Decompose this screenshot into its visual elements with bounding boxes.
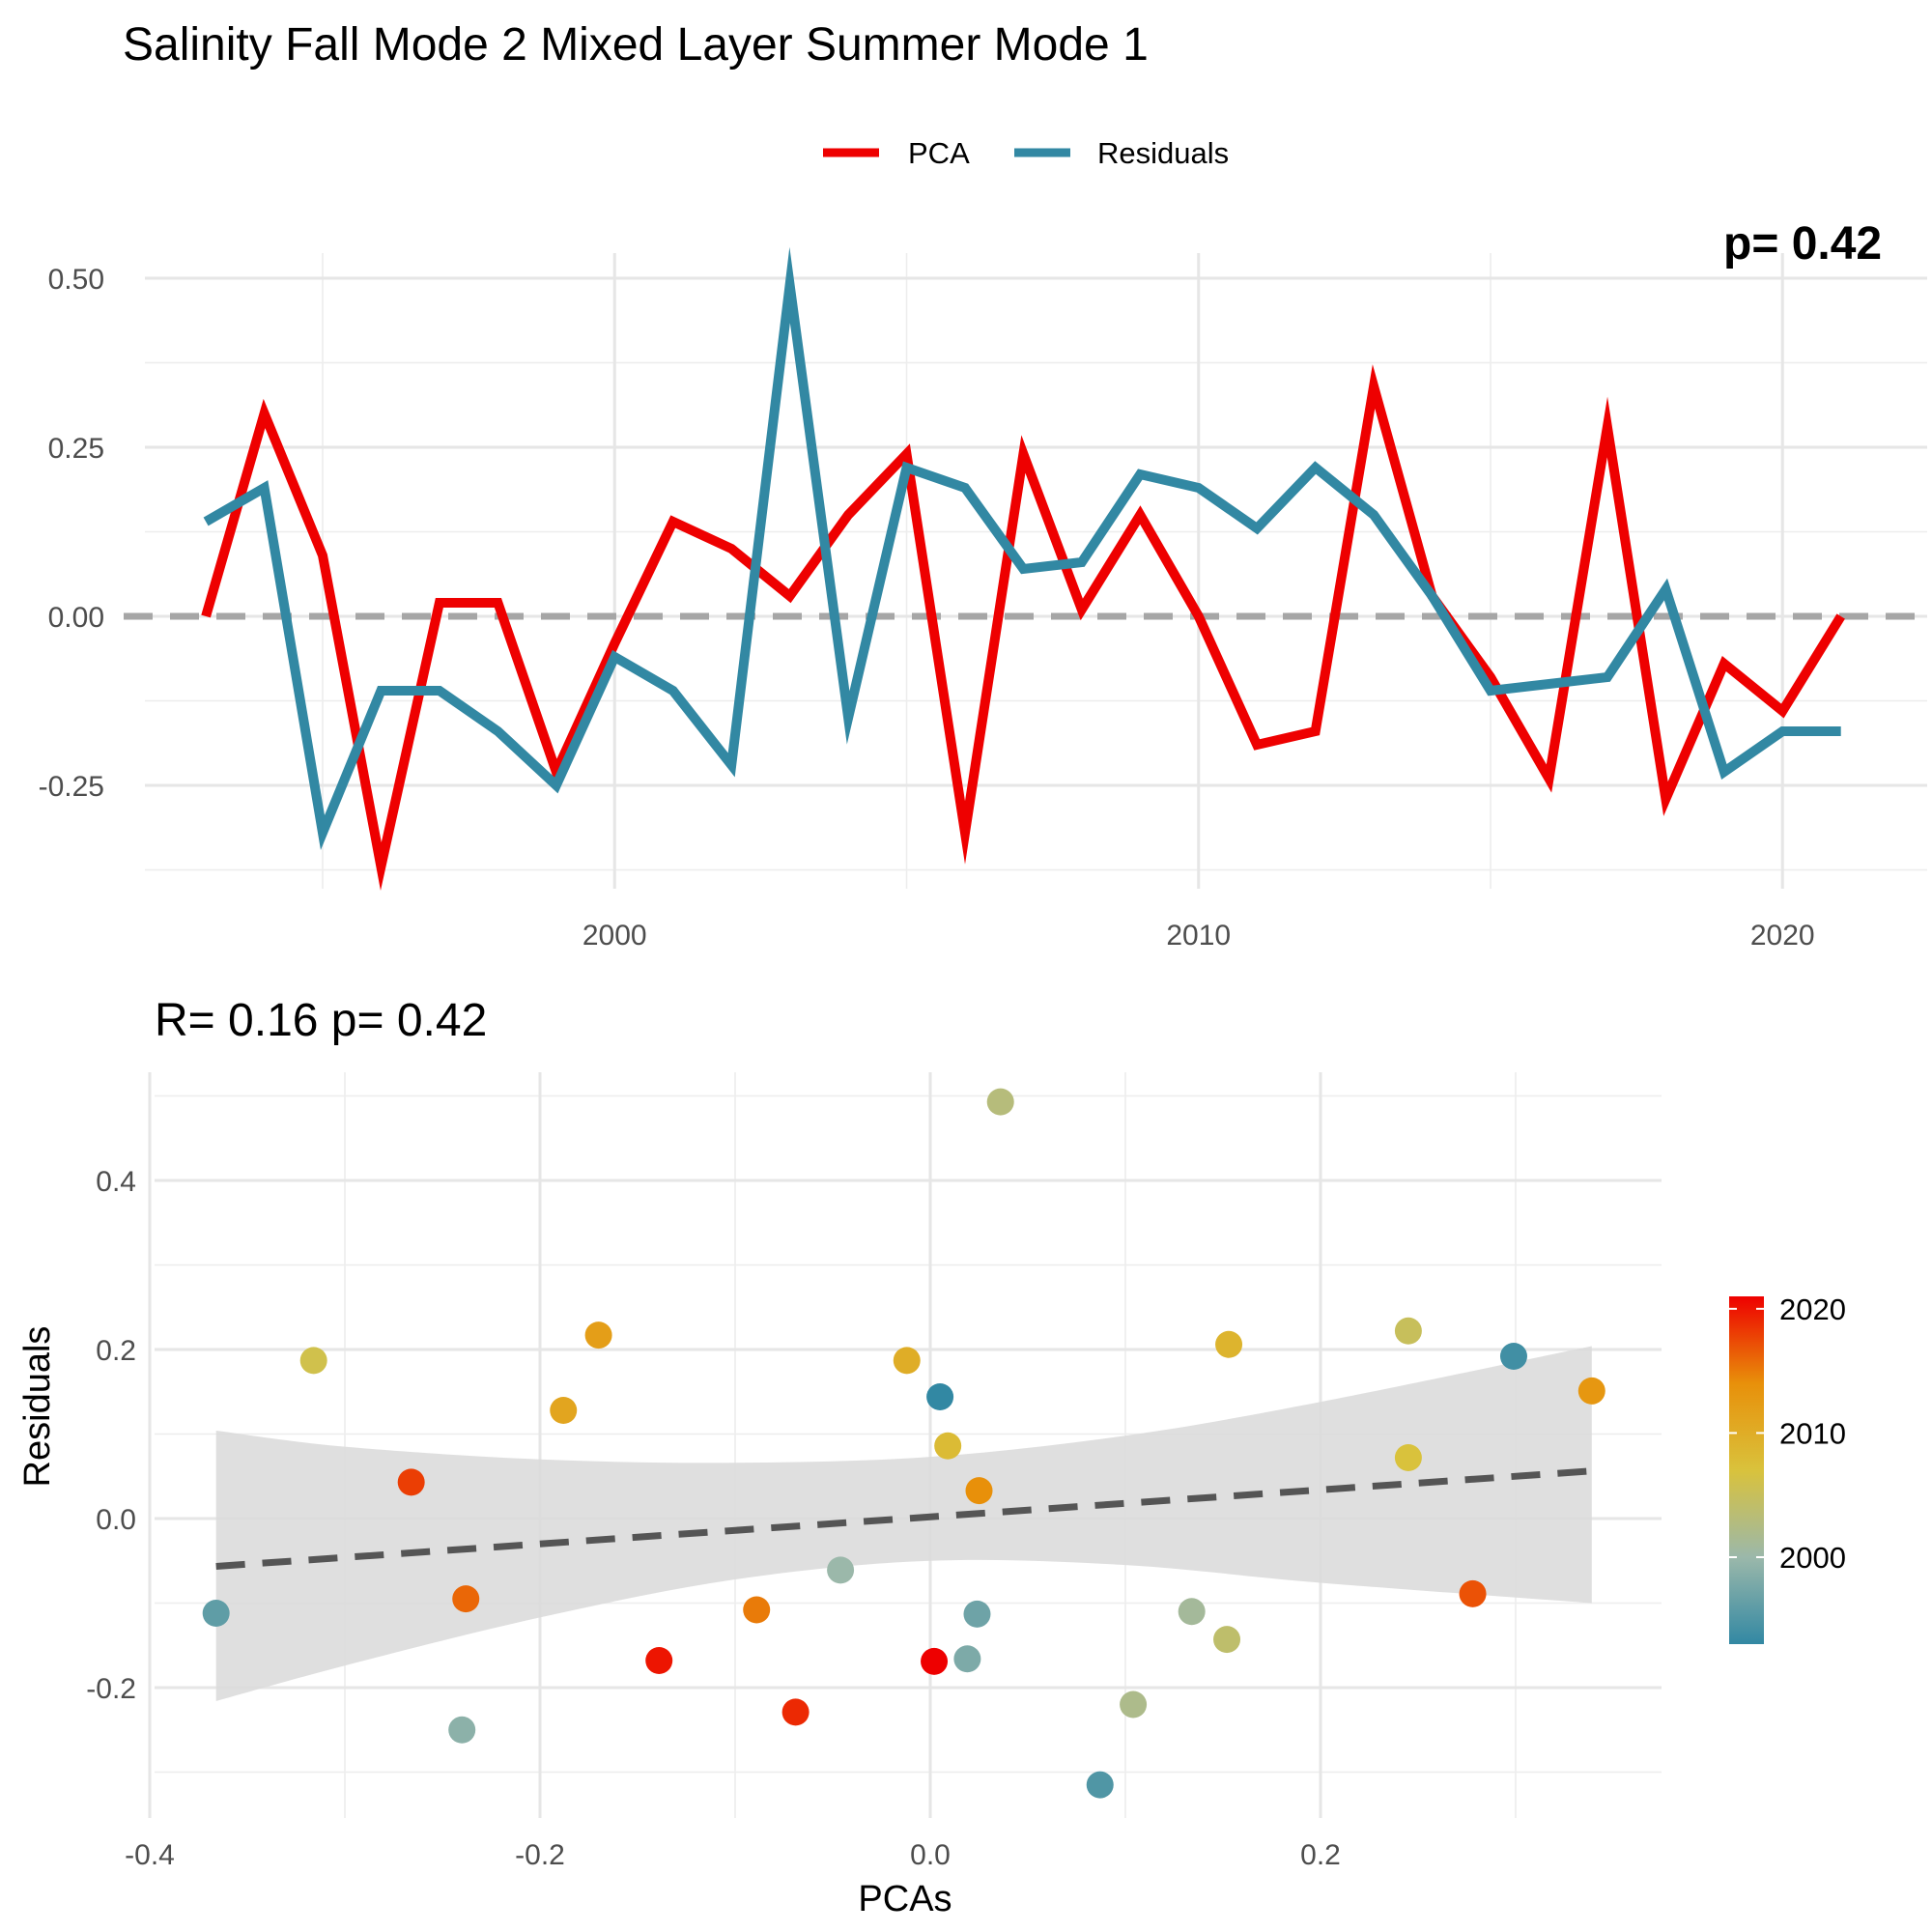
timeseries-panel: 0.50 0.25 0.00 -0.25 2000 2010 2020 p= 0.42 <box>39 218 1927 952</box>
correlation-subtitle: R= 0.16 p= 0.42 <box>155 995 487 1046</box>
scatter-point <box>584 1321 612 1350</box>
scatter-point <box>1120 1690 1148 1719</box>
scatter-point <box>448 1716 476 1744</box>
y-tick-label: -0.2 <box>86 1673 136 1705</box>
timeseries-lines <box>201 246 1845 891</box>
scatter-point <box>1086 1771 1114 1799</box>
scatter-point <box>1499 1343 1527 1370</box>
scatter-gridlines <box>148 1072 1662 1818</box>
colorbar-ticks: 2020 2010 2000 <box>1729 1293 1846 1575</box>
scatter-point <box>827 1556 855 1584</box>
scatter-point <box>397 1468 425 1496</box>
scatter-point <box>1459 1579 1487 1607</box>
scatter-point <box>1178 1598 1206 1626</box>
scatter-point <box>965 1477 993 1505</box>
colorbar-tick-label: 2010 <box>1779 1416 1846 1450</box>
scatter-point <box>893 1347 921 1375</box>
timeseries-x-tick-labels: 2000 2010 2020 <box>582 920 1815 952</box>
corner-p-label: p= 0.42 <box>1723 218 1882 270</box>
scatter-point <box>452 1585 480 1613</box>
y-tick-label: -0.25 <box>39 771 104 803</box>
scatter-points <box>202 1088 1605 1799</box>
x-tick-label: 0.2 <box>1300 1839 1341 1871</box>
x-tick-label: -0.4 <box>125 1839 175 1871</box>
scatter-point <box>1394 1444 1422 1471</box>
scatter-point <box>921 1647 949 1675</box>
legend-label-pca: PCA <box>908 136 970 170</box>
y-tick-label: 0.00 <box>48 602 104 634</box>
scatter-y-tick-labels: 0.4 0.2 0.0 -0.2 <box>86 1166 136 1705</box>
y-tick-label: 0.2 <box>96 1335 136 1367</box>
scatter-point <box>202 1600 230 1627</box>
scatter-point <box>299 1347 327 1375</box>
scatter-point <box>1213 1626 1241 1654</box>
scatter-point <box>1215 1330 1243 1358</box>
scatter-point <box>1394 1317 1422 1345</box>
colorbar-gradient <box>1729 1296 1764 1644</box>
x-axis-title: PCAs <box>858 1879 952 1919</box>
x-tick-label: 2010 <box>1166 920 1231 952</box>
y-tick-label: 0.0 <box>96 1504 136 1536</box>
scatter-point <box>550 1397 578 1424</box>
scatter-point <box>963 1600 991 1628</box>
confidence-band <box>215 1346 1592 1701</box>
figure-title: Salinity Fall Mode 2 Mixed Layer Summer … <box>123 19 1149 71</box>
colorbar-tick-label: 2020 <box>1779 1293 1846 1326</box>
timeseries-y-tick-labels: 0.50 0.25 0.00 -0.25 <box>39 264 104 803</box>
y-tick-label: 0.50 <box>48 264 104 296</box>
scatter-panel: R= 0.16 p= 0.42 0.40.20.0-0.2 -0.4 -0.2 0.… <box>17 995 1662 1919</box>
scatter-point <box>926 1383 954 1410</box>
scatter-point <box>986 1088 1014 1116</box>
colorbar: 2020 2010 2000 <box>1729 1293 1846 1644</box>
x-tick-label: 2000 <box>582 920 647 952</box>
legend-label-residuals: Residuals <box>1097 136 1229 170</box>
scatter-point <box>934 1432 962 1460</box>
y-axis-title: Residuals <box>17 1326 58 1488</box>
scatter-point <box>645 1647 673 1674</box>
x-tick-label: -0.2 <box>515 1839 565 1871</box>
scatter-point <box>953 1645 981 1673</box>
scatter-point <box>743 1596 771 1624</box>
x-tick-label: 2020 <box>1750 920 1815 952</box>
confidence-ribbon <box>215 1346 1592 1701</box>
legend: PCA Residuals <box>823 136 1229 170</box>
x-tick-label: 0.0 <box>910 1839 951 1871</box>
y-tick-label: 0.4 <box>96 1166 136 1198</box>
colorbar-tick-label: 2000 <box>1779 1541 1846 1575</box>
scatter-point <box>781 1698 810 1726</box>
scatter-point <box>1577 1377 1605 1405</box>
y-tick-label: 0.25 <box>48 433 104 465</box>
timeseries-gridlines <box>145 253 1927 889</box>
scatter-x-tick-labels: -0.4 -0.2 0.0 0.2 <box>125 1839 1341 1871</box>
series-line-residuals <box>203 246 1841 851</box>
series-line-pca <box>201 364 1845 891</box>
